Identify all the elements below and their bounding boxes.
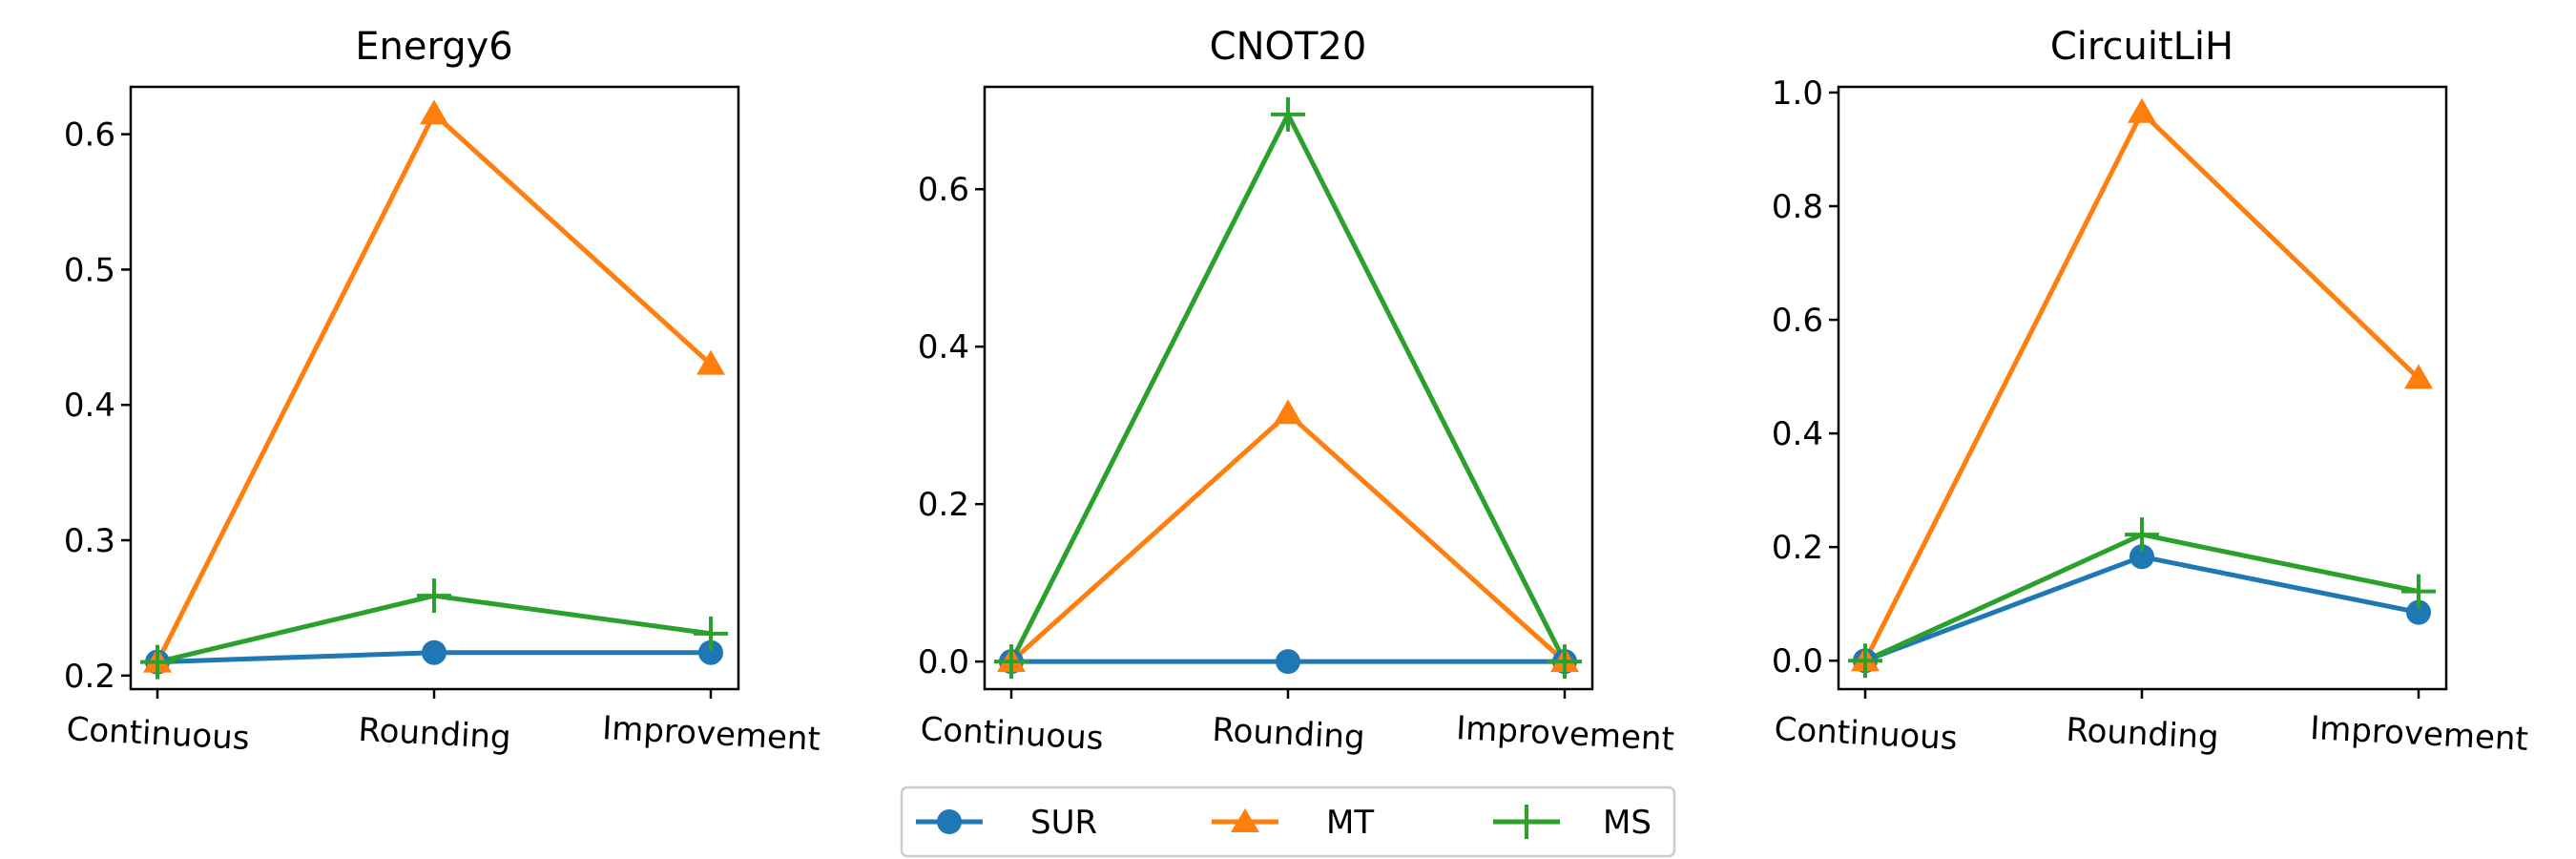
data-point-ms (994, 644, 1028, 680)
y-tick-label: 0.4 (918, 328, 969, 367)
data-point-sur (698, 639, 723, 665)
legend-label-ms: MS (1603, 804, 1652, 842)
data-point-mt (696, 349, 725, 375)
data-point-ms (1548, 644, 1582, 680)
y-tick-label: 1.0 (1772, 74, 1823, 113)
legend-entry-ms: MS (1493, 804, 1652, 842)
data-point-mt (2128, 97, 2156, 123)
data-point-ms (2401, 574, 2436, 609)
y-tick-label: 0.6 (64, 116, 115, 155)
legend-frame (900, 786, 1676, 858)
y-tick-label: 0.0 (1772, 642, 1823, 681)
y-tick-label: 0.2 (64, 658, 115, 696)
y-tick-label: 0.6 (918, 171, 969, 209)
data-point-mt (1274, 399, 1302, 425)
y-tick-label: 0.4 (1772, 415, 1823, 453)
data-point-ms (140, 644, 175, 680)
legend-marker-circle-icon (937, 809, 962, 834)
plot-frame (1837, 85, 2448, 691)
data-point-ms (1271, 96, 1305, 132)
y-tick-label: 0.0 (918, 643, 969, 681)
data-point-ms (694, 616, 728, 651)
plot-frame (129, 85, 740, 691)
data-point-sur (422, 639, 447, 665)
y-tick-label: 0.6 (1772, 302, 1823, 340)
data-point-mt (420, 99, 448, 125)
subplot-title: Energy6 (355, 25, 513, 69)
data-point-ms (2125, 517, 2159, 553)
y-tick-label: 0.3 (64, 522, 115, 560)
legend-entry-mt: MT (1212, 804, 1374, 842)
y-tick-label: 0.5 (64, 251, 115, 289)
legend-marker-plus-icon (1509, 805, 1544, 839)
legend-entry-sur: SUR (916, 804, 1097, 842)
data-point-ms (417, 578, 451, 614)
data-point-mt (2404, 364, 2433, 389)
data-point-ms (1848, 643, 1882, 679)
subplot-title: CNOT20 (1210, 25, 1367, 69)
legend-marker-triangle-icon (1231, 808, 1259, 832)
subplot-title: CircuitLiH (2050, 25, 2233, 69)
legend: SUR MT MS (900, 786, 1676, 858)
x-tick-label: Rounding (358, 711, 512, 757)
series-markers (994, 96, 1582, 680)
series-markers (1848, 97, 2436, 679)
y-tick-label: 0.4 (64, 387, 115, 425)
plot-frame (983, 85, 1594, 691)
x-tick-label: Rounding (2066, 711, 2220, 757)
data-point-sur (2406, 599, 2431, 625)
x-tick-label: Rounding (1212, 711, 1366, 757)
y-tick-label: 0.2 (918, 486, 969, 524)
y-tick-label: 0.8 (1772, 188, 1823, 226)
legend-label-sur: SUR (1030, 804, 1097, 842)
series-markers (140, 99, 728, 680)
data-point-sur (1276, 649, 1300, 675)
data-point-sur (2129, 544, 2154, 570)
legend-label-mt: MT (1326, 804, 1374, 842)
y-tick-label: 0.2 (1772, 529, 1823, 567)
